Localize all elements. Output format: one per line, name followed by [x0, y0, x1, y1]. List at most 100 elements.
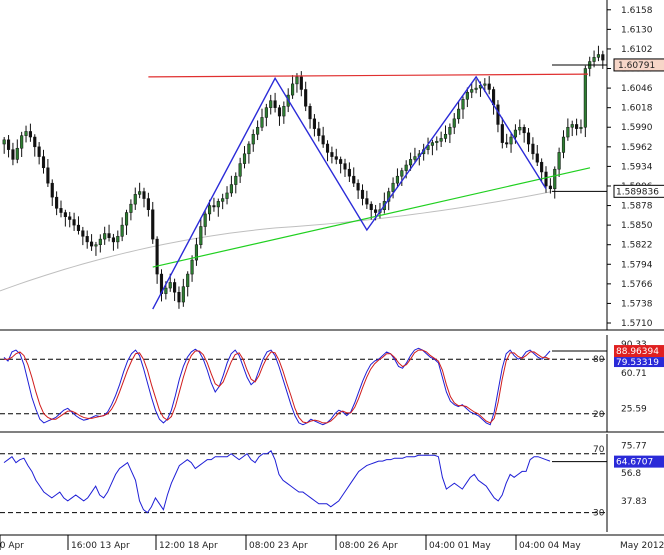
candle — [242, 153, 247, 164]
stoch-tick-label: 20 — [593, 410, 605, 420]
current-price-label: 1.60791 — [618, 61, 655, 71]
candle — [553, 168, 557, 190]
candle — [133, 194, 137, 205]
candle — [138, 191, 142, 195]
candle — [325, 143, 330, 153]
candle — [59, 208, 63, 213]
candle — [304, 89, 308, 107]
candle — [234, 175, 238, 185]
candle — [566, 126, 570, 138]
candle — [282, 106, 286, 117]
candle — [439, 138, 443, 142]
candle — [11, 149, 15, 160]
candle — [435, 140, 439, 143]
stoch-tick-label: 80 — [593, 355, 605, 365]
candle — [103, 233, 107, 240]
resistance-trendline — [148, 73, 589, 78]
candle — [190, 259, 194, 275]
candle — [199, 226, 203, 245]
rsi-value-tag — [614, 455, 664, 468]
candle — [404, 164, 408, 171]
candle — [55, 196, 59, 209]
candle — [457, 108, 461, 120]
candle — [395, 175, 400, 184]
price-tick-label: 1.5794 — [621, 260, 653, 270]
candle — [20, 135, 24, 149]
candle — [408, 159, 413, 166]
candle — [452, 118, 456, 128]
candle — [6, 139, 11, 150]
candle — [225, 192, 229, 199]
candle — [518, 126, 522, 131]
price-tick-label: 1.5850 — [621, 221, 653, 231]
candle — [483, 83, 487, 86]
candle — [470, 89, 474, 93]
candle — [181, 286, 185, 303]
candle — [352, 175, 356, 184]
candle — [330, 152, 334, 157]
candle — [496, 104, 500, 125]
price-tick-label: 1.5710 — [621, 319, 653, 329]
candle — [531, 143, 535, 155]
candle — [443, 133, 448, 139]
candle — [81, 230, 85, 237]
candle — [391, 182, 395, 192]
candle — [15, 147, 19, 160]
candle — [299, 76, 303, 90]
stoch-k-line — [3, 347, 551, 426]
candle — [129, 203, 133, 213]
time-axis: 10 Apr 16:00 13 Apr 12:00 18 Apr 08:00 23 A… — [0, 534, 664, 551]
price-tick-label: 1.5822 — [621, 241, 653, 251]
candle — [37, 146, 41, 157]
price-tick-label: 1.6102 — [621, 45, 653, 55]
rsi-tick-label: 30 — [593, 509, 605, 519]
candle — [321, 135, 325, 145]
candle — [94, 244, 98, 247]
candle — [413, 156, 417, 160]
candle — [526, 132, 531, 145]
candle — [46, 167, 50, 184]
candle — [339, 159, 343, 164]
stoch-k-value-tag — [614, 357, 664, 368]
candle — [544, 171, 548, 187]
stoch-d-value-label: 88.96394 — [616, 347, 659, 357]
candle — [487, 83, 491, 90]
candle — [264, 107, 268, 118]
candle — [207, 205, 212, 215]
candle — [269, 100, 273, 108]
candle — [33, 136, 37, 148]
candle — [465, 92, 469, 100]
candle — [360, 189, 365, 199]
candle — [107, 233, 111, 238]
time-tick-label: 08:00 26 Apr — [339, 541, 398, 551]
candle — [186, 273, 190, 287]
candle — [124, 212, 129, 226]
candle — [256, 126, 260, 135]
stoch-d-value-tag — [614, 345, 664, 358]
candle — [369, 203, 373, 210]
candle — [28, 131, 32, 138]
candle — [146, 198, 150, 210]
candle — [72, 219, 76, 226]
price-tick-label: 1.6018 — [621, 104, 653, 114]
candle — [194, 244, 199, 261]
candle — [540, 161, 544, 173]
candle — [334, 156, 338, 160]
candle — [229, 184, 233, 194]
candle — [596, 54, 601, 58]
candle — [273, 100, 277, 108]
candle — [570, 124, 574, 128]
candle — [474, 87, 478, 90]
candle — [343, 163, 347, 170]
current-price-tag — [613, 58, 664, 72]
rsi-panel: 75.77 70 56.8 37.83 30 64.6707 — [0, 434, 664, 532]
candle — [260, 117, 264, 128]
time-tick-label: May 2012 — [620, 541, 664, 551]
candle — [347, 168, 351, 177]
candle — [251, 133, 255, 145]
candle — [374, 209, 378, 213]
candle — [98, 238, 102, 245]
candle — [216, 201, 220, 208]
candle — [90, 241, 94, 247]
